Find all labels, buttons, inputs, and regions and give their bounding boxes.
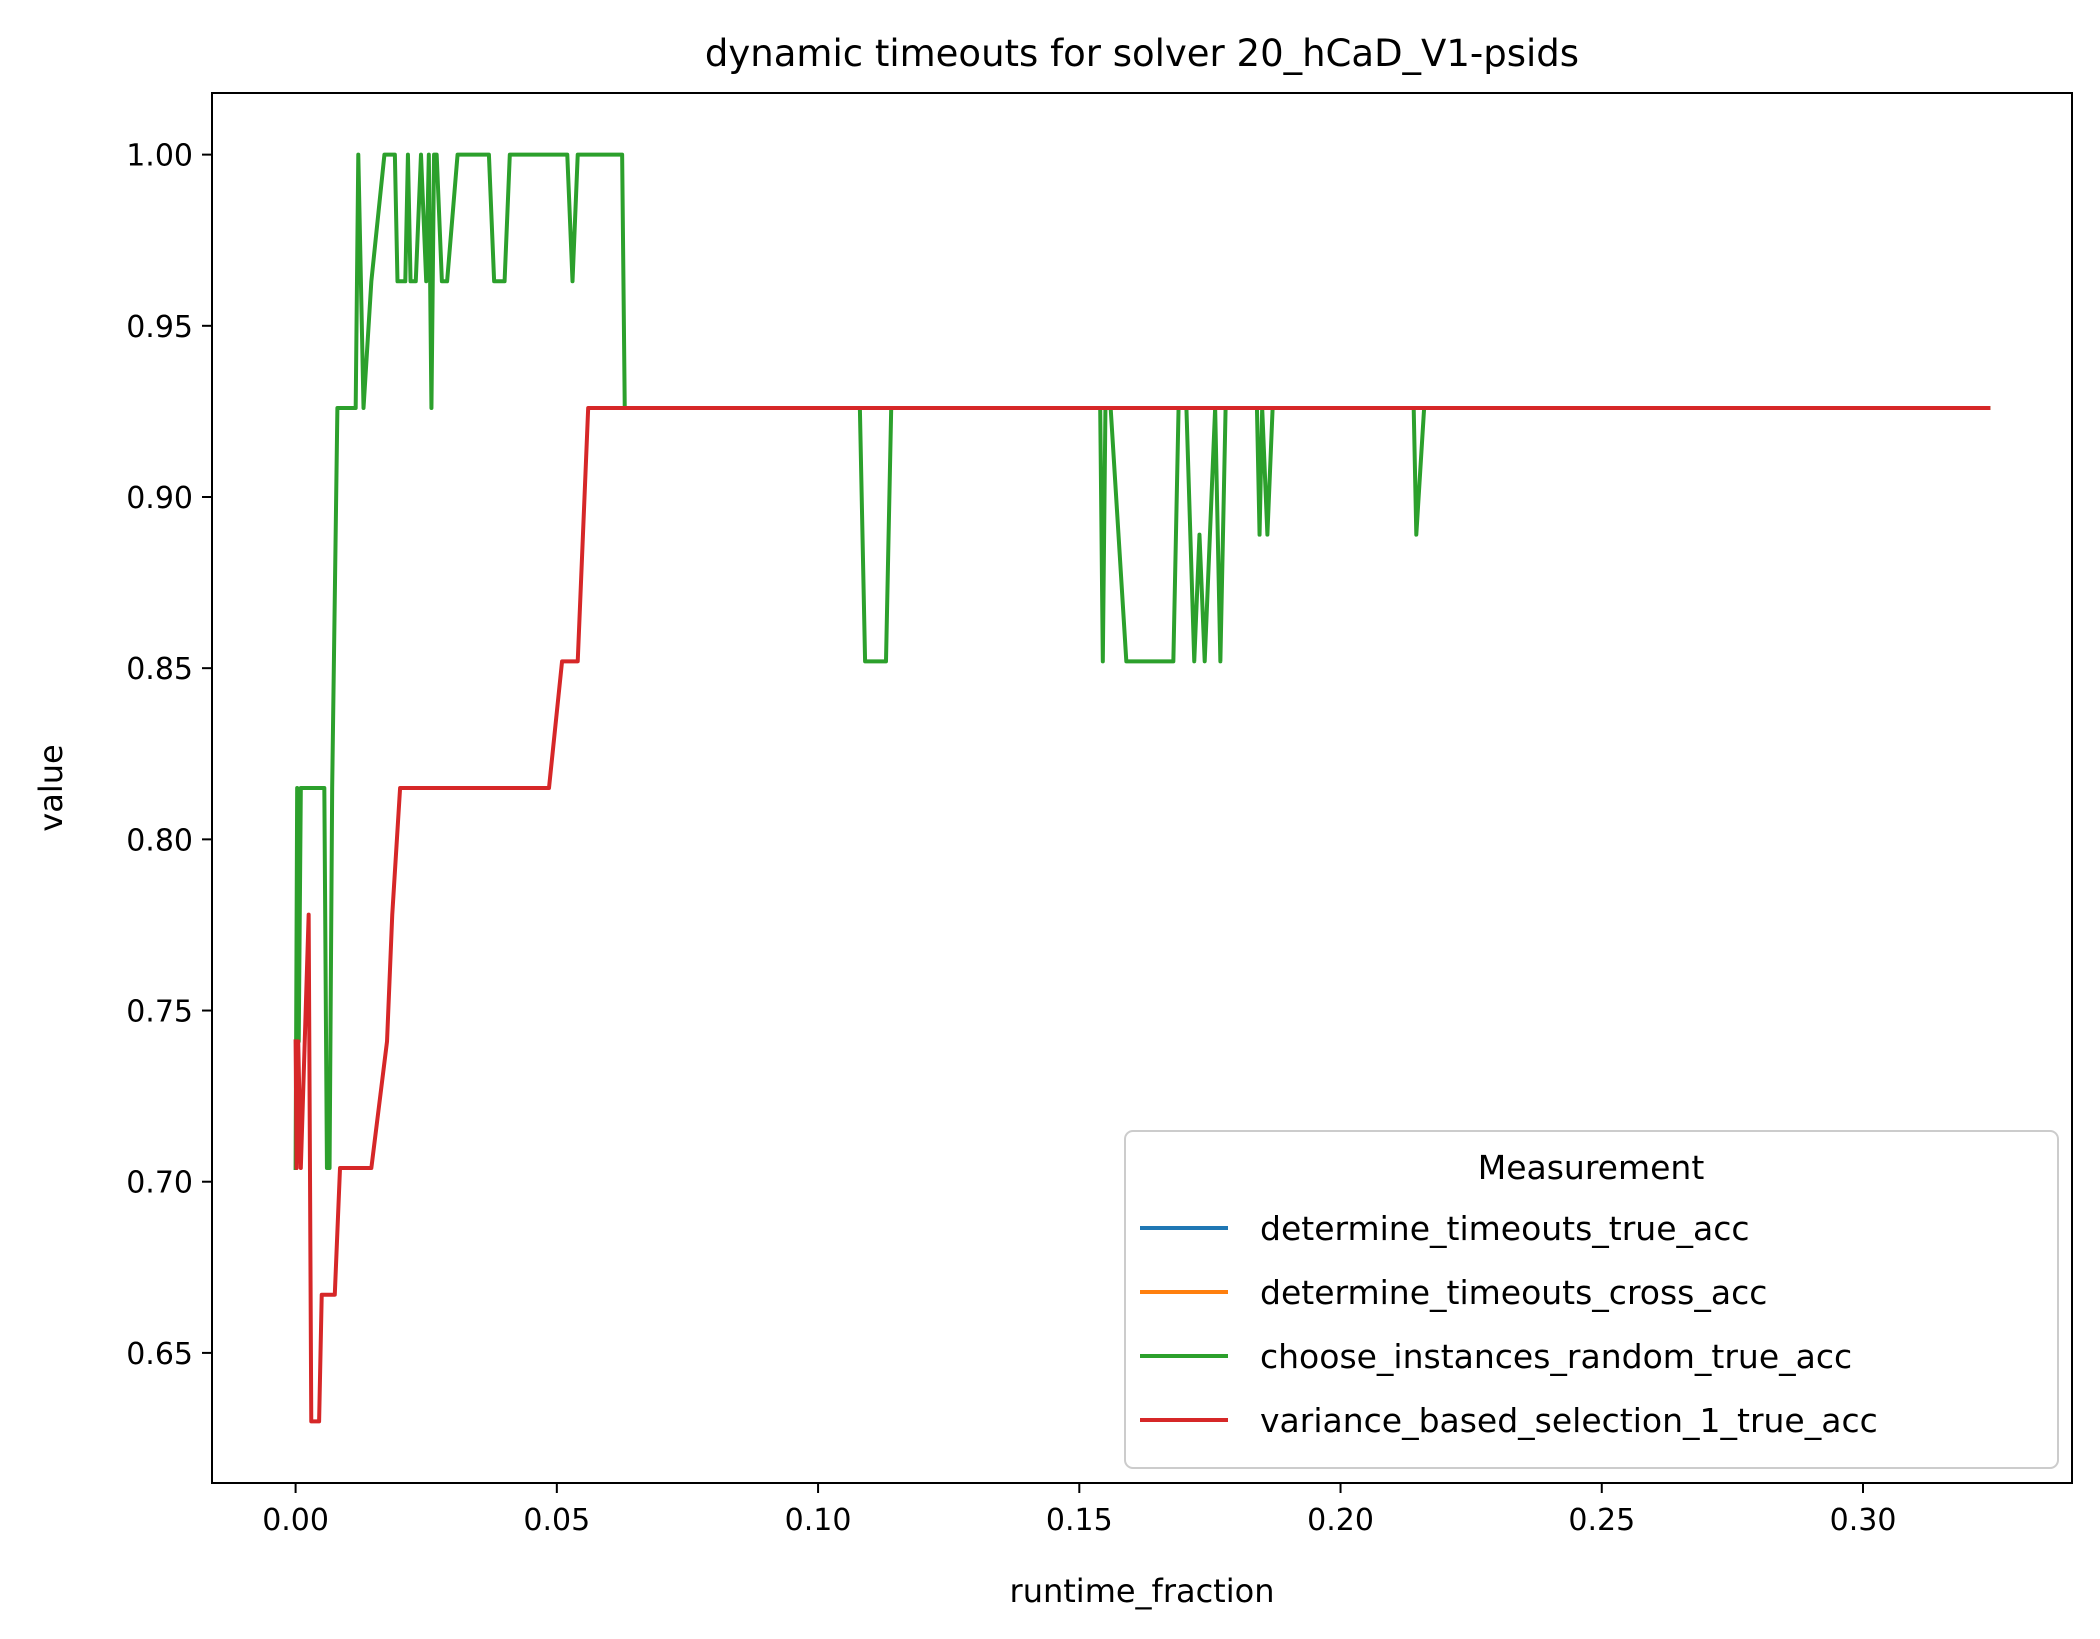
x-tick-label: 0.20: [1307, 1503, 1374, 1538]
legend-label-1: determine_timeouts_cross_acc: [1260, 1273, 1767, 1312]
series-line-2: [293, 152, 1991, 1171]
x-tick-label: 0.15: [1046, 1503, 1113, 1538]
x-axis-ticks: 0.00 0.05 0.10 0.15 0.20 0.25 0.30: [262, 1483, 1896, 1538]
legend-label-0: determine_timeouts_true_acc: [1260, 1209, 1750, 1248]
legend: Measurement determine_timeouts_true_accd…: [1124, 1130, 2059, 1469]
legend-title: Measurement: [1478, 1148, 1705, 1187]
plot-frame: [211, 92, 2073, 1484]
legend-label-3: variance_based_selection_1_true_acc: [1260, 1401, 1878, 1440]
y-tick-label: 1.00: [126, 139, 193, 174]
x-axis-label: runtime_fraction: [1010, 1572, 1275, 1610]
legend-label-2: choose_instances_random_true_acc: [1260, 1337, 1852, 1376]
y-tick-label: 0.75: [126, 995, 193, 1030]
x-tick-label: 0.25: [1568, 1503, 1635, 1538]
y-tick-label: 0.65: [126, 1337, 193, 1372]
legend-box: [1124, 1130, 2059, 1469]
y-tick-label: 0.80: [126, 823, 193, 858]
y-tick-label: 0.95: [126, 310, 193, 345]
x-tick-label: 0.05: [523, 1503, 590, 1538]
series-layer: [293, 152, 1991, 1424]
x-tick-label: 0.10: [785, 1503, 852, 1538]
y-tick-label: 0.85: [126, 652, 193, 687]
y-tick-label: 0.90: [126, 481, 193, 516]
series-line-3: [293, 405, 1991, 1424]
chart-title: dynamic timeouts for solver 20_hCaD_V1-p…: [705, 32, 1579, 75]
x-tick-label: 0.30: [1830, 1503, 1897, 1538]
legend-entries: determine_timeouts_true_acc determine_tim…: [1140, 1209, 1878, 1440]
y-tick-label: 0.70: [126, 1166, 193, 1201]
x-tick-label: 0.00: [262, 1503, 329, 1538]
y-axis-ticks: 0.65 0.70 0.75 0.80 0.85 0.90 0.95 1.00: [126, 139, 212, 1372]
y-axis-label: value: [32, 744, 70, 831]
